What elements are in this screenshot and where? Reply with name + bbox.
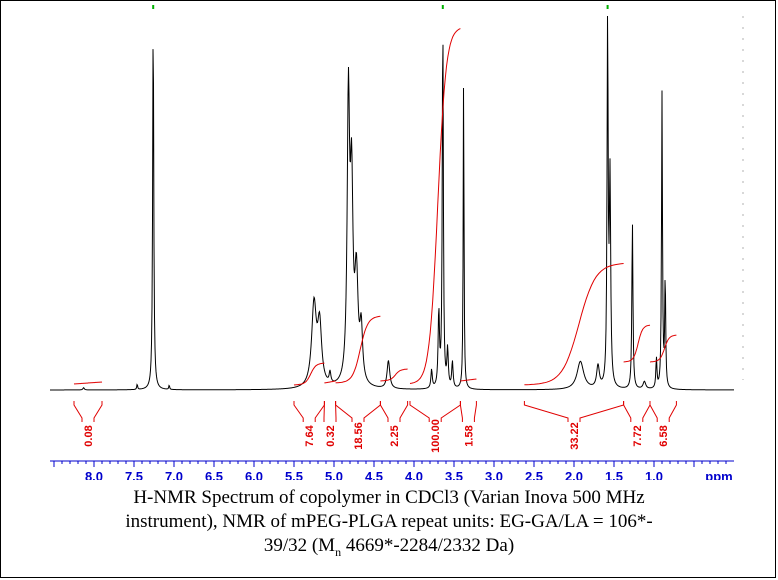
integral-value: 2.25 xyxy=(389,425,401,446)
x-tick-label: 6.0 xyxy=(245,469,263,480)
integral-curve xyxy=(410,29,460,384)
integral-bracket xyxy=(74,401,102,422)
x-tick-label: 4.0 xyxy=(405,469,423,480)
integral-curve xyxy=(74,382,102,384)
caption-line-2: instrument), NMR of mPEG-PLGA repeat uni… xyxy=(0,510,778,534)
integral-0-32: 0.32 xyxy=(324,401,337,447)
x-axis-label: ppm xyxy=(705,469,732,480)
integral-bracket xyxy=(380,401,407,422)
integral-value: 33.22 xyxy=(569,422,581,450)
integral-value: 100.00 xyxy=(430,419,442,453)
integral-curve xyxy=(524,264,623,385)
caption-line-3-post: 4669*-2284/2332 Da) xyxy=(341,535,514,556)
integral-2-25: 2.25 xyxy=(380,401,407,447)
x-tick-label: 2.5 xyxy=(525,469,543,480)
integral-7-64: 7.64 xyxy=(294,401,324,447)
nmr-spectrum-plot: 0.08 7.64 0.32 18.56 2.25 100.00 1.58 33.22 7.72… xyxy=(0,0,778,480)
integral-33-22: 33.22 xyxy=(524,401,623,450)
integral-value: 7.72 xyxy=(632,425,644,446)
integral-bracket xyxy=(650,401,676,422)
integral-brackets: 0.08 7.64 0.32 18.56 2.25 100.00 1.58 33.22 7.72… xyxy=(74,401,676,453)
x-tick-label: 1.0 xyxy=(645,469,663,480)
figure-caption: H-NMR Spectrum of copolymer in CDCl3 (Va… xyxy=(0,486,778,564)
integral-value: 1.58 xyxy=(463,425,475,446)
integral-value: 6.58 xyxy=(658,425,670,446)
x-tick-label: 7.5 xyxy=(125,469,143,480)
integral-value: 0.08 xyxy=(83,425,95,446)
integral-100-00: 100.00 xyxy=(410,401,460,453)
x-tick-label: 1.5 xyxy=(605,469,623,480)
x-tick-label: 2.0 xyxy=(565,469,583,480)
x-tick-label: 4.5 xyxy=(365,469,383,480)
x-tick-label: 6.5 xyxy=(205,469,223,480)
spectrum-layer xyxy=(50,5,743,390)
integral-curve xyxy=(336,316,381,383)
integral-7-72: 7.72 xyxy=(624,401,650,447)
spectrum-trace xyxy=(50,16,734,390)
x-tick-label: 5.0 xyxy=(325,469,343,480)
integral-bracket xyxy=(624,401,650,422)
caption-line-3-pre: 39/32 (M xyxy=(264,535,335,556)
integral-bracket xyxy=(410,401,460,422)
integral-18-56: 18.56 xyxy=(336,401,381,450)
integral-0-08: 0.08 xyxy=(74,401,102,447)
caption-line-3: 39/32 (Mn 4669*-2284/2332 Da) xyxy=(0,534,778,564)
integral-curves xyxy=(74,29,676,385)
integral-bracket xyxy=(324,401,336,422)
integral-value: 0.32 xyxy=(325,425,337,446)
integral-curve xyxy=(624,325,650,362)
x-tick-label: 3.0 xyxy=(485,469,503,480)
x-tick-label: 8.0 xyxy=(85,469,103,480)
integral-curve xyxy=(380,369,407,381)
integral-curve xyxy=(460,379,476,381)
integral-value: 7.64 xyxy=(304,424,316,446)
integral-6-58: 6.58 xyxy=(650,401,676,447)
integral-curve xyxy=(324,381,335,383)
x-tick-label: 7.0 xyxy=(165,469,183,480)
integral-1-58: 1.58 xyxy=(460,401,476,447)
caption-line-1: H-NMR Spectrum of copolymer in CDCl3 (Va… xyxy=(0,486,778,510)
integral-value: 18.56 xyxy=(353,422,365,450)
integral-bracket xyxy=(460,401,476,422)
x-axis: 8.0 7.5 7.0 6.5 6.0 5.5 5.0 4.5 4.0 3.5 3.0 2.5 2.0 1… xyxy=(50,461,734,480)
x-tick-label: 5.5 xyxy=(285,469,303,480)
integral-bracket xyxy=(524,401,623,422)
integral-bracket xyxy=(294,401,324,422)
integral-bracket xyxy=(336,401,381,422)
x-tick-label: 3.5 xyxy=(445,469,463,480)
